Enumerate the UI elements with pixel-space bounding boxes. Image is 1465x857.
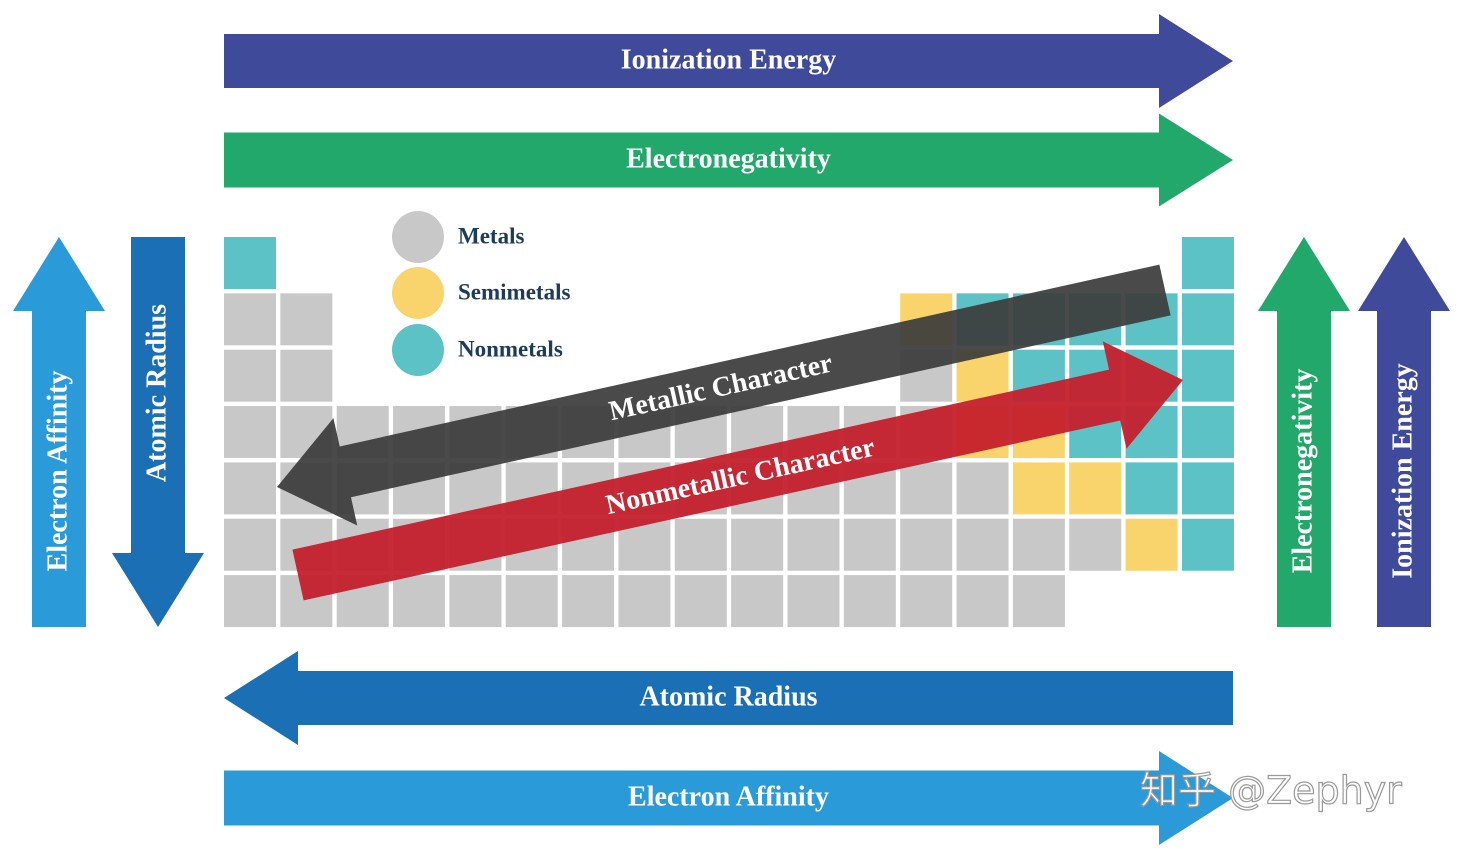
- arrow-label: Electron Affinity: [628, 781, 829, 812]
- arrow-shape: [224, 113, 1233, 207]
- arrow-shape: [112, 237, 204, 627]
- element-cell: [674, 575, 727, 628]
- arrow-label: Atomic Radius: [639, 681, 817, 712]
- arrow-shape: [224, 651, 1233, 745]
- element-cell: [731, 575, 784, 628]
- element-cell: [1125, 518, 1178, 571]
- arrow-label: Atomic Radius: [141, 304, 172, 482]
- arrow: [277, 264, 1171, 526]
- arrow-label: Ionization Energy: [1387, 363, 1418, 578]
- element-cell: [562, 575, 615, 628]
- element-cell: [1181, 293, 1234, 346]
- element-cell: [956, 575, 1009, 628]
- watermark: 知乎 @Zephyr: [1140, 769, 1402, 813]
- arrow: [224, 651, 1233, 745]
- legend-swatch: [392, 211, 444, 263]
- element-cell: [787, 575, 840, 628]
- element-cell: [224, 293, 276, 346]
- element-cell: [731, 518, 784, 571]
- arrow-shape: [1258, 237, 1350, 627]
- arrow: [224, 14, 1233, 108]
- arrow: [1358, 237, 1450, 627]
- arrow: [13, 237, 105, 627]
- element-cell: [1181, 349, 1234, 402]
- element-cell: [843, 575, 896, 628]
- legend: Metals Semimetals Nonmetals: [392, 211, 570, 376]
- element-cell: [787, 518, 840, 571]
- element-cell: [224, 518, 276, 571]
- element-cell: [900, 575, 953, 628]
- arrow: [224, 751, 1233, 845]
- element-cell: [618, 575, 671, 628]
- element-cell: [1125, 462, 1178, 515]
- element-cell: [1012, 462, 1065, 515]
- element-cell: [956, 462, 1009, 515]
- element-cell: [1181, 462, 1234, 515]
- legend-swatch: [392, 324, 444, 376]
- arrow: [1258, 237, 1350, 627]
- legend-swatch: [392, 267, 444, 319]
- legend-label: Nonmetals: [458, 336, 563, 361]
- element-cell: [393, 575, 446, 628]
- arrow-shape: [224, 751, 1233, 845]
- element-cell: [900, 518, 953, 571]
- element-cell: [224, 575, 276, 628]
- arrow-shape: [277, 264, 1171, 526]
- element-cell: [674, 518, 727, 571]
- element-cell: [1181, 406, 1234, 459]
- element-cell: [449, 575, 502, 628]
- legend-label: Semimetals: [458, 279, 570, 304]
- element-cell: [224, 406, 276, 459]
- element-cell: [1069, 518, 1122, 571]
- element-cell: [1012, 518, 1065, 571]
- element-cell: [900, 462, 953, 515]
- element-cell: [1181, 237, 1234, 289]
- arrow-label: Ionization Energy: [621, 44, 836, 75]
- element-cell: [1012, 575, 1065, 628]
- element-cell: [1181, 518, 1234, 571]
- element-cell: [956, 518, 1009, 571]
- element-cell: [1069, 462, 1122, 515]
- element-cell: [224, 462, 276, 515]
- element-cell: [843, 518, 896, 571]
- element-cell: [505, 575, 558, 628]
- element-cell: [280, 349, 333, 402]
- arrow-shape: [1358, 237, 1450, 627]
- arrow: [292, 341, 1184, 601]
- legend-label: Metals: [458, 223, 524, 248]
- arrow-shape: [292, 341, 1184, 601]
- arrow-label: Electronegativity: [1287, 369, 1318, 574]
- arrow-shape: [13, 237, 105, 627]
- arrow: [112, 237, 204, 627]
- arrow-label: Electronegativity: [626, 143, 831, 174]
- element-cell: [280, 293, 333, 346]
- arrow-shape: [224, 14, 1233, 108]
- arrow: [224, 113, 1233, 207]
- element-cell: [224, 237, 276, 289]
- arrow-label: Electron Affinity: [42, 371, 73, 572]
- element-cell: [224, 349, 276, 402]
